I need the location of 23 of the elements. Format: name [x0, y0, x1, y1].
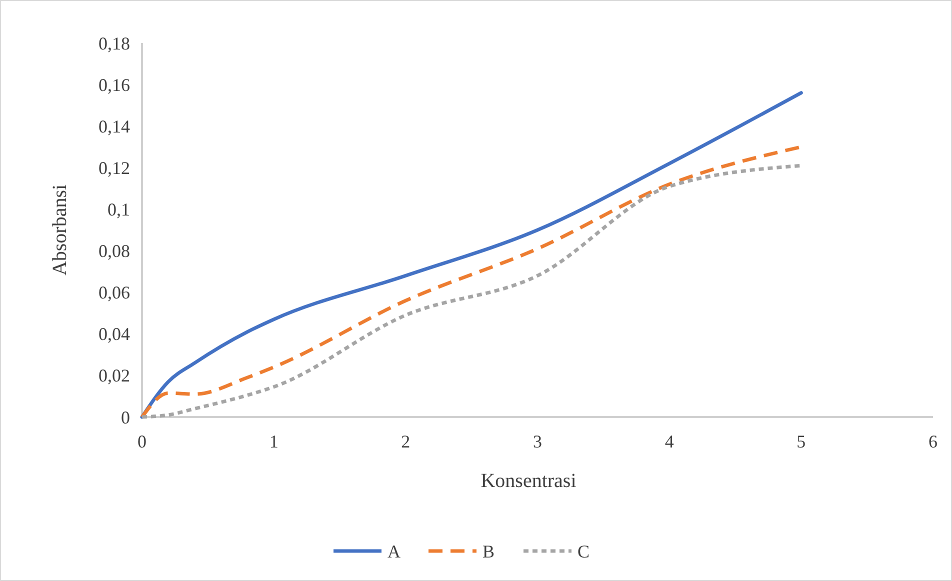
y-tick-label: 0,12	[98, 158, 130, 178]
y-tick-label: 0,08	[98, 241, 130, 262]
y-tick-label: 0,16	[98, 74, 130, 95]
legend-label: A	[388, 541, 400, 562]
x-tick-label: 6	[928, 431, 938, 452]
x-tick-label: 0	[138, 431, 146, 452]
x-tick-label: 1	[269, 431, 278, 452]
x-tick-label: 5	[796, 431, 806, 452]
y-tick-label: 0,06	[98, 282, 130, 303]
x-tick-label: 3	[533, 431, 542, 452]
y-tick-label: 0,14	[98, 116, 130, 136]
legend-label: C	[578, 541, 590, 562]
x-axis-title: Konsentrasi	[480, 470, 577, 492]
y-tick-label: 0,18	[98, 33, 130, 54]
x-tick-label: 4	[664, 431, 674, 452]
line-series	[140, 91, 803, 419]
y-axis-title: Absorbansi	[49, 184, 71, 276]
x-tick-label: 2	[401, 431, 410, 452]
y-tick-label: 0	[121, 407, 130, 428]
y-tick-label: 0,1	[108, 200, 130, 220]
y-tick-label: 0,04	[98, 324, 130, 344]
y-tick-label: 0,02	[98, 366, 130, 386]
legend-label: B	[482, 541, 495, 562]
